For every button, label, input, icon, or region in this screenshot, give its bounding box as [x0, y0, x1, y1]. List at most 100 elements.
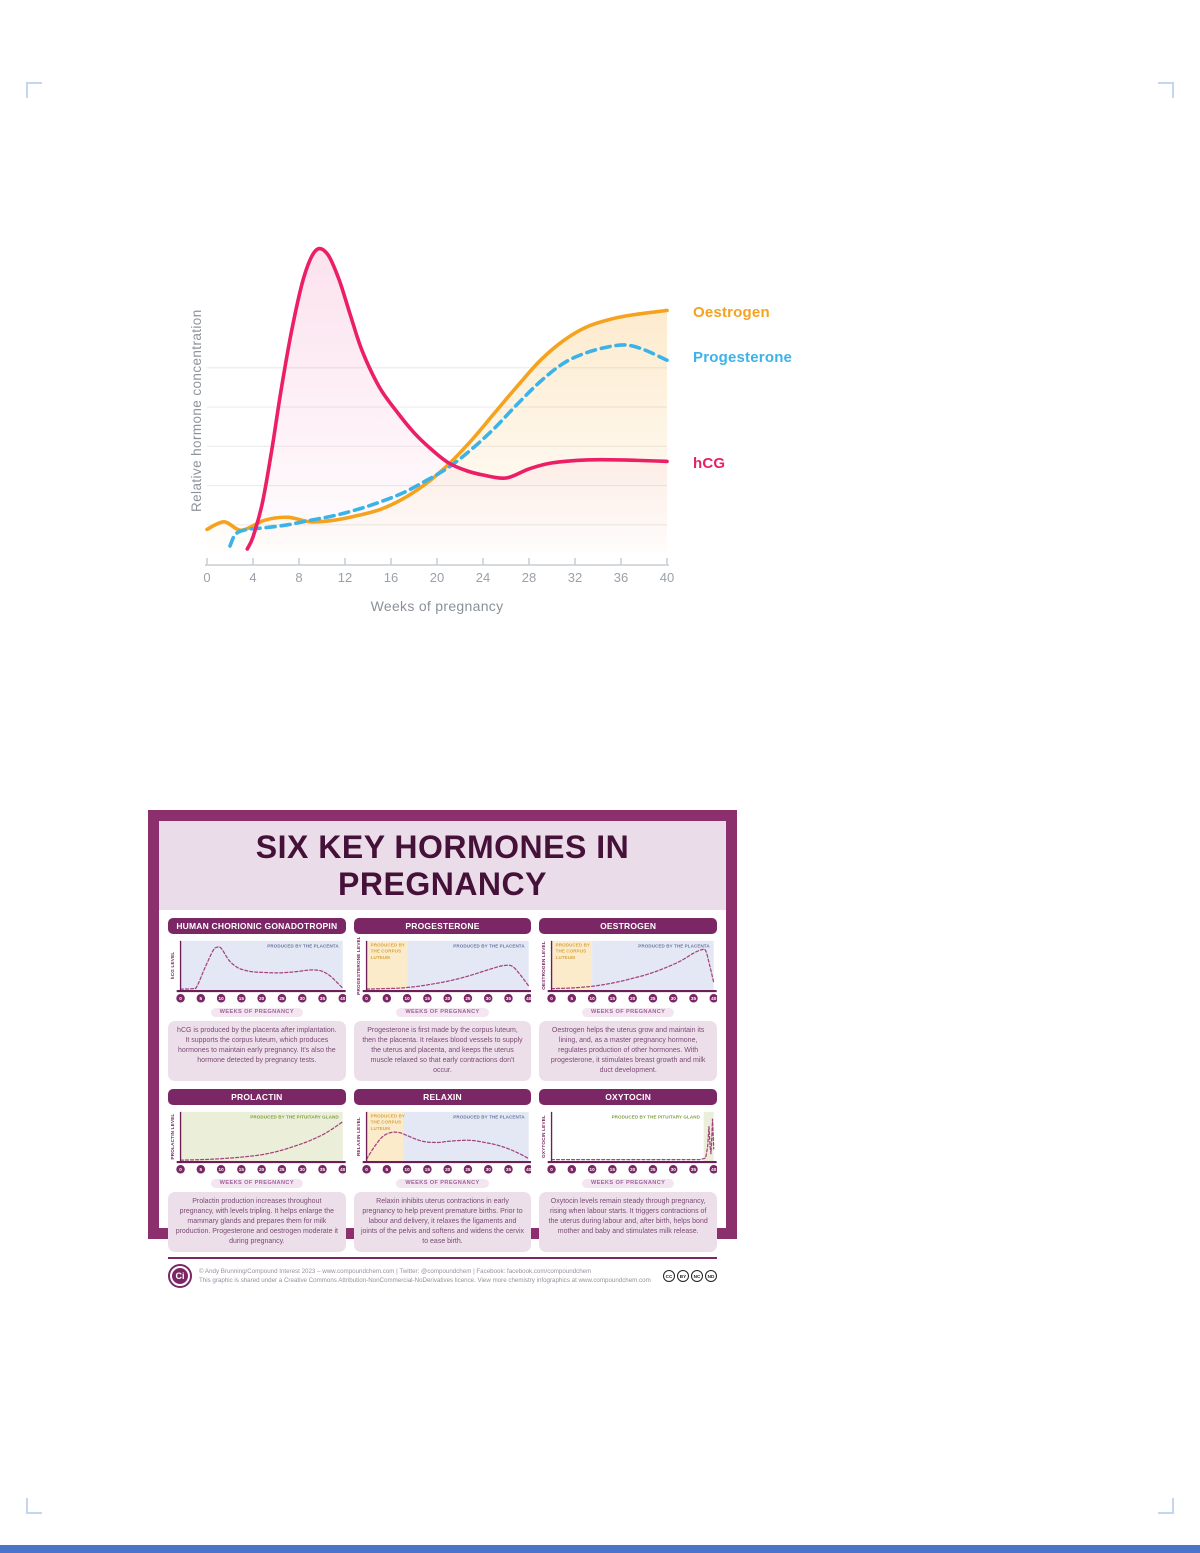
- panel-oestrogen-xlabel: WEEKS OF PREGNANCY: [581, 1007, 675, 1017]
- svg-text:25: 25: [651, 1167, 657, 1172]
- page-corner-mark: [26, 1498, 42, 1514]
- svg-text:15: 15: [610, 996, 616, 1001]
- svg-text:35: 35: [506, 1167, 512, 1172]
- panel-prolactin-xlabel: WEEKS OF PREGNANCY: [210, 1178, 303, 1188]
- svg-text:PRODUCED BY THE PLACENTA: PRODUCED BY THE PLACENTA: [639, 944, 711, 949]
- panel-hcg-description: hCG is produced by the placenta after im…: [168, 1020, 346, 1082]
- svg-text:LUTEUM: LUTEUM: [370, 1126, 390, 1131]
- page-bottom-bar: [0, 1545, 1200, 1553]
- svg-text:40: 40: [660, 570, 674, 585]
- svg-text:35: 35: [320, 996, 326, 1001]
- svg-text:10: 10: [590, 1167, 596, 1172]
- page-corner-mark: [1158, 82, 1174, 98]
- svg-text:32: 32: [568, 570, 582, 585]
- svg-text:PROGESTERONE LEVEL: PROGESTERONE LEVEL: [355, 937, 360, 995]
- svg-text:PRODUCED BY THE PITUITARY GLAN: PRODUCED BY THE PITUITARY GLAND: [612, 1115, 701, 1120]
- svg-text:PROLACTIN LEVEL: PROLACTIN LEVEL: [170, 1114, 175, 1160]
- page-corner-mark: [1158, 1498, 1174, 1514]
- x-axis-label: Weeks of pregnancy: [370, 598, 504, 614]
- main-chart: 0 4 8 12 16 20 24 28 32 36 40: [203, 246, 674, 585]
- panel-prolactin-title: PROLACTIN: [168, 1089, 346, 1106]
- svg-text:10: 10: [590, 996, 596, 1001]
- panel-oxytocin: OXYTOCIN PRODUCED BY THE PITUITARY GLAND…: [539, 1089, 717, 1253]
- poster-footer: Ci © Andy Brunning/Compound Interest 202…: [168, 1257, 717, 1289]
- svg-text:40: 40: [712, 996, 717, 1001]
- svg-text:0: 0: [365, 996, 368, 1001]
- poster-title-band: SIX KEY HORMONES IN PREGNANCY: [159, 821, 726, 910]
- svg-text:15: 15: [239, 996, 245, 1001]
- svg-text:LUTEUM: LUTEUM: [370, 955, 390, 960]
- legend-oestrogen: Oestrogen: [693, 304, 770, 321]
- svg-text:PRODUCED BY: PRODUCED BY: [370, 943, 404, 948]
- legend-hcg: hCG: [693, 455, 726, 472]
- svg-text:20: 20: [630, 1167, 636, 1172]
- panel-oxytocin-description: Oxytocin levels remain steady through pr…: [539, 1191, 717, 1253]
- footer-line-1: © Andy Brunning/Compound Interest 2023 –…: [199, 1267, 592, 1275]
- svg-text:0: 0: [551, 1167, 554, 1172]
- svg-text:30: 30: [300, 1167, 306, 1172]
- svg-text:5: 5: [571, 1167, 574, 1172]
- svg-text:PRODUCED BY THE PLACENTA: PRODUCED BY THE PLACENTA: [453, 1115, 525, 1120]
- svg-text:OESTROGEN LEVEL: OESTROGEN LEVEL: [541, 941, 546, 990]
- svg-text:5: 5: [385, 996, 388, 1001]
- svg-text:5: 5: [385, 1167, 388, 1172]
- svg-text:24: 24: [476, 570, 490, 585]
- svg-text:10: 10: [404, 996, 410, 1001]
- panel-hcg-xlabel: WEEKS OF PREGNANCY: [210, 1007, 303, 1017]
- logo-text: Ci: [172, 1268, 188, 1285]
- svg-text:0: 0: [365, 1167, 368, 1172]
- panel-relaxin: RELAXIN PRODUCED BY THE CORPUS LUTEUM PRODU…: [353, 1089, 532, 1253]
- panel-oxytocin-xlabel: WEEKS OF PREGNANCY: [581, 1178, 675, 1188]
- svg-text:20: 20: [445, 1167, 451, 1172]
- panel-oestrogen-title: OESTROGEN: [539, 918, 717, 934]
- panel-hcg-title: HUMAN CHORIONIC GONADOTROPIN: [168, 918, 346, 934]
- svg-text:0: 0: [179, 996, 182, 1001]
- svg-text:40: 40: [712, 1167, 717, 1172]
- footer-attribution: © Andy Brunning/Compound Interest 2023 –…: [199, 1267, 656, 1286]
- svg-text:20: 20: [259, 1167, 265, 1172]
- svg-text:36: 36: [614, 570, 628, 585]
- legend-progesterone: Progesterone: [693, 349, 793, 366]
- svg-text:15: 15: [610, 1167, 616, 1172]
- svg-text:PRODUCED BY: PRODUCED BY: [556, 943, 590, 948]
- svg-text:0: 0: [179, 1167, 182, 1172]
- svg-text:5: 5: [200, 1167, 203, 1172]
- svg-text:PRODUCED BY THE PLACENTA: PRODUCED BY THE PLACENTA: [267, 944, 339, 949]
- panel-progesterone-title: PROGESTERONE: [353, 918, 532, 934]
- hcg-mini-chart: PRODUCED BY THE PLACENTA 0 5 10 15 20 25 30 35 40…: [170, 940, 346, 1003]
- oxytocin-mini-chart: PRODUCED BY THE PITUITARY GLAND 0 5 10 15 20 2…: [541, 1112, 717, 1174]
- footer-line-2: This graphic is shared under a Creative …: [199, 1277, 651, 1285]
- svg-text:LUTEUM: LUTEUM: [556, 955, 576, 960]
- cc-by-icon: BY: [677, 1270, 689, 1283]
- svg-text:10: 10: [219, 1167, 225, 1172]
- panel-oestrogen-description: Oestrogen helps the uterus grow and main…: [539, 1020, 717, 1082]
- panel-progesterone-xlabel: WEEKS OF PREGNANCY: [396, 1007, 489, 1017]
- svg-text:OXYTOCIN LEVEL: OXYTOCIN LEVEL: [541, 1115, 546, 1158]
- svg-text:5: 5: [571, 996, 574, 1001]
- panel-relaxin-description: Relaxin inhibits uterus contractions in …: [353, 1191, 532, 1253]
- panel-hcg: HUMAN CHORIONIC GONADOTROPIN PRODUCED BY…: [168, 918, 346, 1082]
- svg-text:25: 25: [279, 996, 285, 1001]
- svg-text:25: 25: [279, 1167, 285, 1172]
- svg-text:35: 35: [691, 996, 697, 1001]
- svg-text:hCG LEVEL: hCG LEVEL: [170, 952, 175, 980]
- svg-text:15: 15: [424, 1167, 430, 1172]
- svg-text:12: 12: [338, 570, 352, 585]
- svg-text:10: 10: [404, 1167, 410, 1172]
- panel-oestrogen: OESTROGEN PRODUCED BY THE CORPUS LUTEUM PRO…: [539, 918, 717, 1082]
- svg-text:20: 20: [430, 570, 444, 585]
- svg-text:30: 30: [671, 1167, 677, 1172]
- svg-text:THE CORPUS: THE CORPUS: [370, 1120, 401, 1125]
- page-corner-mark: [26, 82, 42, 98]
- svg-text:40: 40: [340, 1167, 345, 1172]
- svg-text:40: 40: [526, 1167, 531, 1172]
- svg-text:10: 10: [219, 996, 225, 1001]
- svg-text:30: 30: [485, 1167, 491, 1172]
- svg-text:RELAXIN LEVEL: RELAXIN LEVEL: [355, 1117, 360, 1156]
- svg-text:0: 0: [551, 996, 554, 1001]
- svg-text:THE CORPUS: THE CORPUS: [556, 949, 587, 954]
- svg-text:30: 30: [671, 996, 677, 1001]
